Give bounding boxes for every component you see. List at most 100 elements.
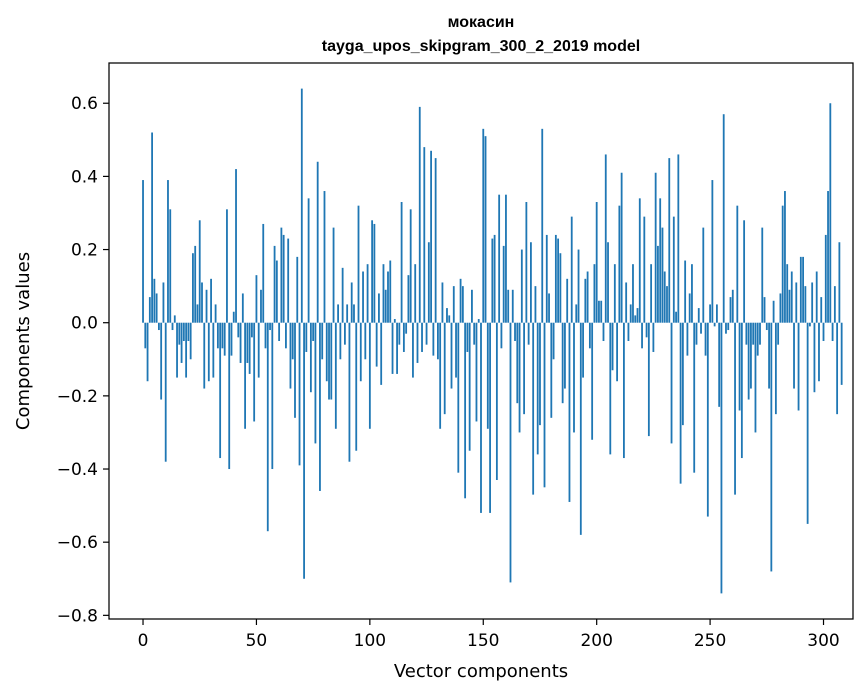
bar-124 (423, 147, 426, 323)
bar-279 (774, 322, 777, 415)
bar-56 (269, 322, 271, 331)
bar-163 (511, 289, 514, 323)
bar-288 (795, 282, 798, 323)
bar-28 (205, 289, 208, 323)
bar-6 (155, 293, 158, 323)
bar-284 (786, 264, 789, 323)
bar-181 (552, 322, 555, 360)
bar-146 (473, 322, 476, 345)
y-tick-label: −0.2 (57, 387, 98, 407)
bar-218 (636, 308, 639, 323)
bar-114 (400, 202, 403, 323)
bar-202 (600, 300, 603, 323)
bar-92 (350, 282, 353, 323)
bar-264 (740, 322, 743, 459)
bar-145 (471, 289, 473, 323)
y-axis-label: Components values (13, 252, 34, 430)
bar-204 (604, 154, 607, 323)
bar-111 (393, 319, 396, 323)
y-tick-label: 0.0 (71, 314, 98, 334)
bar-296 (813, 322, 816, 393)
bar-66 (291, 322, 294, 360)
bar-88 (341, 267, 344, 323)
bar-245 (697, 308, 700, 323)
bar-31 (212, 322, 215, 378)
bar-267 (747, 322, 750, 400)
bar-121 (416, 322, 419, 363)
bar-303 (829, 103, 832, 323)
bar-290 (799, 256, 802, 323)
bar-236 (677, 154, 680, 323)
bar-275 (765, 322, 768, 331)
bar-63 (285, 322, 287, 349)
bar-0 (142, 180, 144, 323)
bar-176 (541, 128, 544, 323)
bar-274 (763, 297, 766, 323)
bar-258 (727, 322, 730, 331)
bar-191 (575, 304, 578, 323)
bar-43 (239, 322, 242, 363)
bar-157 (498, 194, 501, 323)
bar-152 (486, 322, 489, 429)
bar-170 (527, 322, 530, 345)
bar-182 (554, 234, 557, 323)
bar-19 (185, 322, 188, 378)
bar-158 (500, 322, 503, 349)
bar-33 (216, 322, 219, 349)
bar-184 (559, 253, 562, 323)
bar-129 (434, 158, 437, 323)
bar-5 (153, 278, 156, 323)
bar-241 (688, 293, 691, 323)
bar-297 (815, 271, 818, 323)
bar-208 (613, 264, 616, 323)
x-tick-label: 0 (138, 631, 149, 651)
bar-265 (743, 220, 746, 323)
bar-80 (323, 191, 326, 323)
bar-65 (289, 322, 292, 389)
bar-169 (525, 202, 528, 323)
bar-61 (280, 227, 283, 323)
bar-99 (366, 264, 369, 323)
bar-122 (418, 106, 421, 323)
bar-174 (536, 322, 539, 455)
bar-44 (241, 293, 244, 323)
x-tick-label: 150 (467, 631, 499, 651)
bar-262 (736, 205, 739, 323)
bar-168 (523, 322, 525, 415)
bar-147 (475, 322, 478, 422)
plot-frame (108, 62, 854, 620)
bar-276 (768, 322, 770, 389)
bar-79 (321, 322, 324, 360)
x-tick-label: 50 (246, 631, 268, 651)
y-axis-ticks: −0.8 −0.6 −0.4 −0.2 0.0 0.2 0.4 0.6 (57, 94, 109, 626)
bar-294 (809, 322, 811, 327)
bar-143 (466, 322, 469, 352)
bar-68 (296, 256, 299, 323)
bar-39 (230, 322, 233, 356)
bar-57 (271, 322, 274, 470)
bar-269 (752, 322, 755, 345)
bar-197 (588, 322, 591, 349)
bar-271 (756, 322, 759, 356)
chart-subtitle: tayga_upos_skipgram_300_2_2019 model (322, 38, 640, 55)
bar-10 (164, 322, 167, 462)
bar-95 (357, 205, 360, 323)
bar-230 (663, 271, 666, 323)
bar-261 (734, 322, 736, 495)
bar-306 (836, 322, 839, 415)
bar-298 (818, 322, 820, 382)
bar-83 (330, 322, 333, 400)
bar-128 (432, 322, 435, 356)
bar-285 (788, 289, 791, 323)
bar-60 (278, 322, 281, 341)
bar-256 (722, 114, 725, 323)
bar-240 (686, 322, 689, 356)
bar-220 (641, 322, 643, 349)
bar-217 (634, 315, 637, 323)
bar-295 (811, 282, 814, 323)
bar-287 (793, 322, 795, 389)
bar-59 (275, 260, 278, 323)
bar-165 (516, 322, 519, 404)
bar-188 (568, 322, 571, 502)
